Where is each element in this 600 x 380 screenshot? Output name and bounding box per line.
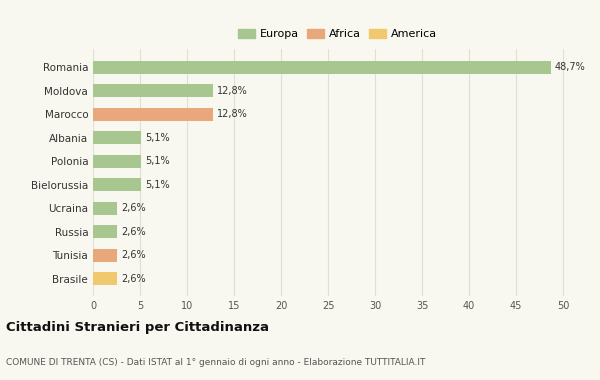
Text: 2,6%: 2,6% xyxy=(121,274,146,284)
Bar xyxy=(93,249,118,262)
Text: 5,1%: 5,1% xyxy=(145,180,169,190)
Bar xyxy=(93,178,141,191)
Bar xyxy=(93,84,214,97)
Bar xyxy=(93,108,214,120)
Text: 12,8%: 12,8% xyxy=(217,109,248,119)
Text: 2,6%: 2,6% xyxy=(121,227,146,237)
Text: Cittadini Stranieri per Cittadinanza: Cittadini Stranieri per Cittadinanza xyxy=(6,321,269,334)
Text: 48,7%: 48,7% xyxy=(555,62,586,72)
Text: 2,6%: 2,6% xyxy=(121,203,146,213)
Text: 2,6%: 2,6% xyxy=(121,250,146,260)
Text: 12,8%: 12,8% xyxy=(217,86,248,96)
Bar xyxy=(93,202,118,215)
Text: 5,1%: 5,1% xyxy=(145,133,169,142)
Bar xyxy=(93,155,141,168)
Bar xyxy=(93,131,141,144)
Text: COMUNE DI TRENTA (CS) - Dati ISTAT al 1° gennaio di ogni anno - Elaborazione TUT: COMUNE DI TRENTA (CS) - Dati ISTAT al 1°… xyxy=(6,358,425,367)
Legend: Europa, Africa, America: Europa, Africa, America xyxy=(236,27,439,41)
Text: 5,1%: 5,1% xyxy=(145,156,169,166)
Bar xyxy=(93,225,118,238)
Bar xyxy=(93,272,118,285)
Bar xyxy=(93,61,551,74)
